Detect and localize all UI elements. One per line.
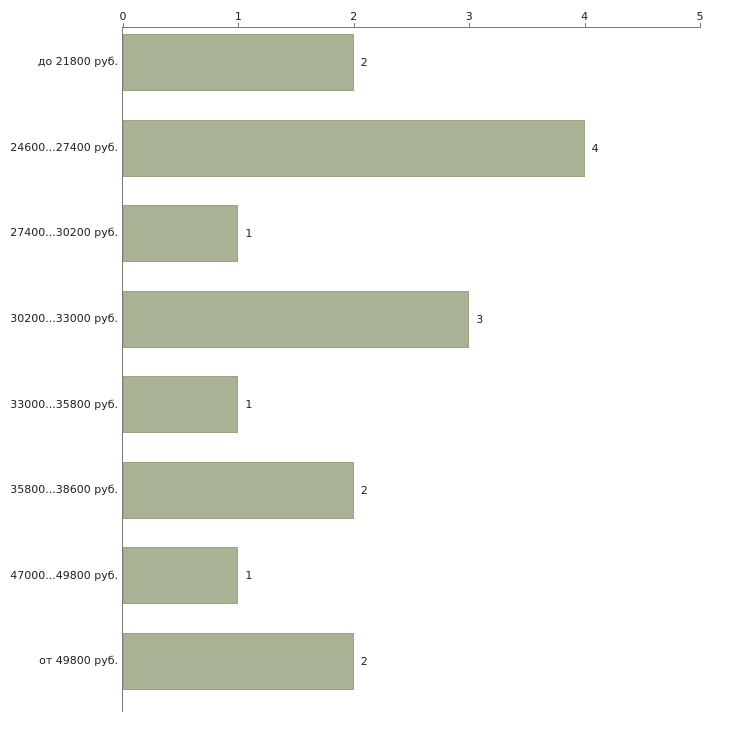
- x-tick-label: 4: [581, 10, 589, 23]
- category-label-cell: 30200...33000 руб.: [0, 284, 118, 370]
- x-tick-label: 2: [350, 10, 358, 23]
- category-label: 27400...30200 руб.: [10, 226, 118, 240]
- category-label: до 21800 руб.: [37, 55, 118, 68]
- x-tick-label: 1: [234, 10, 242, 23]
- x-tick-mark: [123, 23, 124, 28]
- category-label: 35800...38600 руб.: [10, 483, 118, 497]
- category-label: 30200...33000 руб.: [10, 311, 118, 325]
- bar-row: 2: [123, 456, 700, 542]
- bar: [123, 632, 354, 690]
- bar-row: 1: [123, 199, 700, 285]
- bar-value-label: 4: [591, 141, 599, 155]
- bar: [123, 34, 354, 91]
- plot-area: 0 1 2 3 4 5 2 4 1 3 1 2 1 2: [120, 10, 704, 712]
- x-tick-mark: [353, 23, 355, 28]
- bar-value-label: 1: [245, 227, 253, 240]
- category-label-cell: 27400...30200 руб.: [0, 198, 118, 284]
- bar: [123, 119, 585, 177]
- category-label: 24600...27400 руб.: [10, 140, 118, 154]
- bar-value-label: 1: [245, 398, 253, 411]
- bar-value-label: 3: [476, 312, 484, 326]
- category-label-cell: 35800...38600 руб.: [0, 455, 118, 541]
- bar-row: 3: [123, 285, 700, 371]
- x-tick-label: 5: [696, 10, 704, 23]
- category-axis-labels: до 21800 руб. 24600...27400 руб. 27400...3…: [0, 27, 118, 712]
- x-tick-label: 0: [119, 10, 127, 23]
- category-label-cell: от 49800 руб.: [0, 626, 118, 712]
- bar: [123, 290, 470, 348]
- bar-value-label: 2: [360, 483, 368, 497]
- category-label-cell: 33000...35800 руб.: [0, 370, 118, 456]
- category-label: от 49800 руб.: [39, 654, 118, 668]
- bar: [123, 547, 239, 604]
- category-label: 33000...35800 руб.: [10, 397, 118, 411]
- x-tick-label: 3: [465, 10, 473, 23]
- bar: [123, 461, 354, 519]
- category-label-cell: 47000...49800 руб.: [0, 541, 118, 627]
- x-tick-mark: [584, 23, 586, 28]
- bar-value-label: 1: [245, 569, 253, 582]
- bar: [123, 205, 239, 262]
- bar-value-label: 2: [360, 56, 368, 69]
- bar-row: 4: [123, 114, 700, 200]
- bar-row: 2: [123, 627, 700, 713]
- bar-value-label: 2: [360, 654, 368, 668]
- bar-row: 1: [123, 370, 700, 456]
- x-tick-mark: [238, 23, 240, 28]
- category-label: 47000...49800 руб.: [10, 568, 118, 582]
- category-label-cell: до 21800 руб.: [0, 27, 118, 113]
- bar: [123, 376, 239, 433]
- x-tick-mark: [700, 23, 701, 28]
- bar-row: 2: [123, 28, 700, 114]
- bar-row: 1: [123, 541, 700, 627]
- bars-container: 2 4 1 3 1 2 1 2: [123, 28, 700, 712]
- category-label-cell: 24600...27400 руб.: [0, 113, 118, 199]
- x-tick-mark: [469, 23, 471, 28]
